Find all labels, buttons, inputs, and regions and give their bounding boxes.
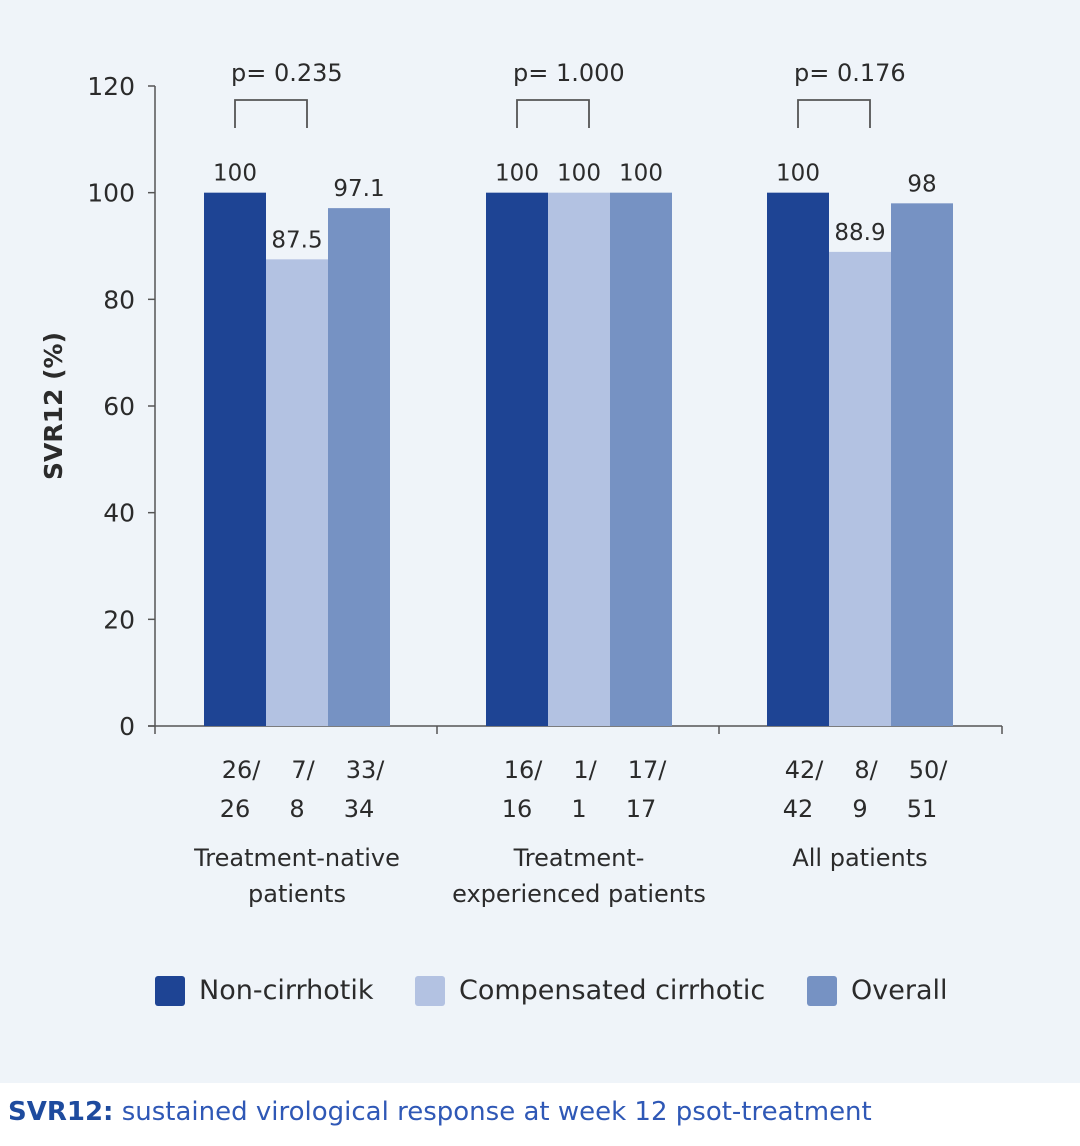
legend: Non-cirrhotik Compensated cirrhotic Over… — [0, 975, 1080, 1015]
p-value-label: p= 0.235 — [231, 59, 343, 87]
legend-label: Overall — [851, 975, 948, 1006]
y-tick-label: 80 — [103, 285, 135, 314]
bar-value-label: 87.5 — [271, 227, 322, 253]
bar-count-label: 26/ — [222, 756, 262, 784]
bar-count-label: 8 — [289, 795, 304, 823]
bar-count-label: 17/ — [628, 756, 668, 784]
x-category-label: Treatment- — [513, 844, 645, 872]
legend-swatch — [807, 975, 837, 1006]
bar — [891, 203, 953, 727]
legend-swatch — [415, 975, 445, 1006]
footnote-term: SVR12: — [8, 1097, 114, 1127]
bar — [829, 251, 891, 726]
legend-label: Compensated cirrhotic — [459, 975, 766, 1006]
y-axis-title: SVR12 (%) — [39, 332, 68, 480]
bar — [328, 208, 390, 727]
x-category-label: experienced patients — [452, 880, 706, 908]
bar — [610, 192, 672, 726]
bar-value-label: 100 — [619, 161, 663, 187]
bar-count-label: 8/ — [854, 756, 878, 784]
x-category-label: Treatment-native — [193, 844, 400, 872]
bar-value-label: 100 — [776, 161, 820, 187]
p-value-bracket — [797, 99, 871, 128]
bar-value-label: 100 — [213, 161, 257, 187]
x-category-label: patients — [248, 880, 346, 908]
bar-value-label: 97.1 — [333, 176, 384, 202]
x-category-label: All patients — [792, 844, 927, 872]
y-tick-label: 40 — [103, 499, 135, 528]
bar-count-label: 16 — [502, 795, 533, 823]
footnote-text: sustained virological response at week 1… — [113, 1097, 872, 1127]
p-value-bracket — [516, 99, 590, 128]
bar-count-label: 33/ — [346, 756, 386, 784]
legend-item-overall: Overall — [807, 975, 948, 1006]
bar-chart: 0 20 40 60 80 100 120 SVR12 (%) 100 26/26 87.5 7/8 9… — [39, 59, 1003, 908]
bar-count-label: 7/ — [291, 756, 315, 784]
bar — [767, 192, 829, 726]
bar-count-label: 42 — [783, 795, 814, 823]
legend-item-non-cirrhotik: Non-cirrhotik — [155, 975, 374, 1006]
y-tick-label: 20 — [103, 605, 135, 634]
bar-count-label: 1/ — [573, 756, 597, 784]
chart-panel: 0 20 40 60 80 100 120 SVR12 (%) 100 26/26 87.5 7/8 9… — [0, 0, 1080, 1083]
bar-value-label: 88.9 — [834, 220, 885, 246]
footnote: SVR12: sustained virological response at… — [8, 1097, 872, 1127]
y-tick-label: 0 — [119, 712, 135, 741]
legend-swatch — [155, 975, 185, 1006]
bar-count-label: 26 — [220, 795, 251, 823]
bar-count-label: 17 — [626, 795, 657, 823]
bar-value-label: 100 — [495, 161, 539, 187]
bar — [204, 192, 266, 726]
y-tick-label: 120 — [87, 72, 135, 101]
bar-count-label: 50/ — [909, 756, 949, 784]
bar-count-label: 34 — [344, 795, 375, 823]
bar-count-label: 42/ — [785, 756, 825, 784]
y-tick-label: 100 — [87, 179, 135, 208]
bar-count-label: 1 — [571, 795, 586, 823]
bar — [266, 259, 328, 726]
bar-count-label: 9 — [852, 795, 867, 823]
bar-value-label: 100 — [557, 161, 601, 187]
legend-label: Non-cirrhotik — [199, 975, 374, 1006]
legend-item-compensated-cirrhotic: Compensated cirrhotic — [415, 975, 765, 1006]
bar — [548, 192, 610, 726]
bar-value-label: 98 — [907, 171, 936, 197]
p-value-bracket — [234, 99, 308, 128]
bar-count-label: 16/ — [504, 756, 544, 784]
p-value-label: p= 0.176 — [794, 59, 906, 87]
bar — [486, 192, 548, 726]
bar-count-label: 51 — [907, 795, 938, 823]
p-value-label: p= 1.000 — [513, 59, 625, 87]
y-tick-label: 60 — [103, 392, 135, 421]
